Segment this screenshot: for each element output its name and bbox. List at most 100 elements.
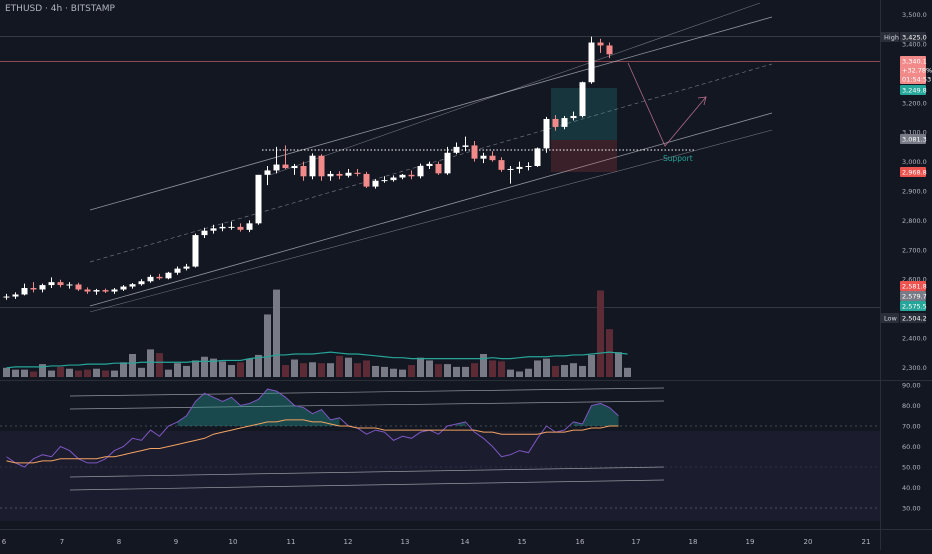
price-tick-label: 2,600.0 (902, 276, 927, 284)
volume-bar (120, 362, 127, 377)
volume-bar (66, 368, 73, 377)
volume-bar (282, 365, 289, 377)
price-label-tag: High (884, 34, 899, 42)
candle-body (372, 180, 379, 187)
volume-bar (291, 359, 298, 377)
volume-bar (183, 365, 190, 377)
candle-body (183, 266, 190, 269)
rsi-overbought-fill (573, 403, 619, 426)
candle-body (444, 152, 451, 174)
candle-body (120, 286, 127, 290)
volume-bar (516, 371, 523, 377)
rsi-line (6, 388, 619, 468)
price-label-bg (900, 65, 926, 75)
volume-bar (129, 354, 136, 377)
volume-bar (300, 363, 307, 377)
candle-body (12, 294, 19, 297)
rsi-tick-label: 90.00 (902, 382, 921, 390)
volume-bar (507, 369, 514, 377)
volume-bar (489, 360, 496, 377)
candle-body (228, 226, 235, 228)
price-label-bg (900, 85, 926, 95)
candle-body (588, 42, 595, 83)
price-label-value: 2,968.8 (902, 169, 927, 177)
volume-bar (543, 358, 550, 377)
volume-bar (156, 353, 163, 377)
candle-body (345, 172, 352, 176)
candle-body (111, 289, 118, 292)
volume-bar (138, 367, 145, 377)
volume-bar (174, 363, 181, 377)
candle-body (255, 174, 262, 224)
rsi-tick-label: 70.00 (902, 423, 921, 431)
candle-body (597, 42, 604, 46)
volume-bar (12, 369, 19, 377)
candle-body (75, 284, 82, 290)
price-tick-label: 3,500.0 (902, 11, 927, 19)
volume-bar (408, 365, 415, 377)
rsi-trend-upper-2 (69, 400, 665, 410)
time-tick-label: 19 (746, 538, 755, 546)
candle-body (561, 118, 568, 127)
price-label-bg (900, 281, 926, 291)
volume-bar (345, 357, 352, 377)
volume-bar (336, 355, 343, 377)
candle-body (453, 146, 460, 153)
volume-bar (264, 314, 271, 377)
candle-body (282, 164, 289, 169)
candle-body (408, 174, 415, 177)
rsi-tick-label: 60.00 (902, 443, 921, 451)
price-label-bg (900, 56, 926, 66)
candle-body (327, 173, 334, 177)
volume-bar (219, 361, 226, 377)
price-label-value: 2,581.8 (902, 283, 927, 291)
price-tick-label: 2,900.0 (902, 188, 927, 196)
candle-body (498, 160, 505, 170)
channel-mid-line (89, 63, 773, 263)
candle-body (309, 155, 316, 177)
volume-bar (327, 363, 334, 377)
volume-bar (498, 361, 505, 377)
time-tick-label: 10 (229, 538, 238, 546)
rsi-tick-label: 40.00 (902, 484, 921, 492)
candle-body (489, 155, 496, 161)
candle-body (39, 285, 46, 290)
candle-body (354, 172, 361, 174)
volume-bar (210, 358, 217, 377)
rsi-tick-label: 30.00 (902, 505, 921, 513)
volume-bar (354, 363, 361, 377)
candle-body (201, 230, 208, 236)
volume-bar (390, 368, 397, 377)
price-label-value: 2,579.7 (902, 293, 927, 301)
candle-body (66, 284, 73, 286)
volume-bar (426, 360, 433, 377)
candle-body (165, 272, 172, 279)
channel-outer-lower-line (89, 129, 773, 313)
candle-body (48, 282, 55, 286)
rsi-tick-label: 80.00 (902, 402, 921, 410)
candle-body (147, 276, 154, 282)
candle-body (606, 45, 613, 55)
price-label-value: 2,504.2 (902, 315, 927, 323)
price-label-value: 3,249.8 (902, 87, 927, 95)
volume-bar (561, 365, 568, 377)
time-tick-label: 8 (117, 538, 121, 546)
volume-bar (444, 364, 451, 377)
candle-body (192, 235, 199, 267)
candle-body (390, 177, 397, 181)
volume-bar (525, 368, 532, 377)
volume-bar (111, 370, 118, 377)
position-stop-zone (551, 140, 617, 172)
projection-arrowhead (697, 96, 707, 106)
time-tick-label: 9 (174, 538, 178, 546)
price-label-tag-bg (880, 313, 899, 323)
candle-body (174, 268, 181, 273)
volume-bar (237, 362, 244, 377)
volume-bar (75, 370, 82, 377)
volume-bar (273, 289, 280, 377)
time-tick-label: 13 (401, 538, 410, 546)
volume-bar (309, 362, 316, 377)
price-label-value: 01:54:53 (902, 76, 931, 84)
